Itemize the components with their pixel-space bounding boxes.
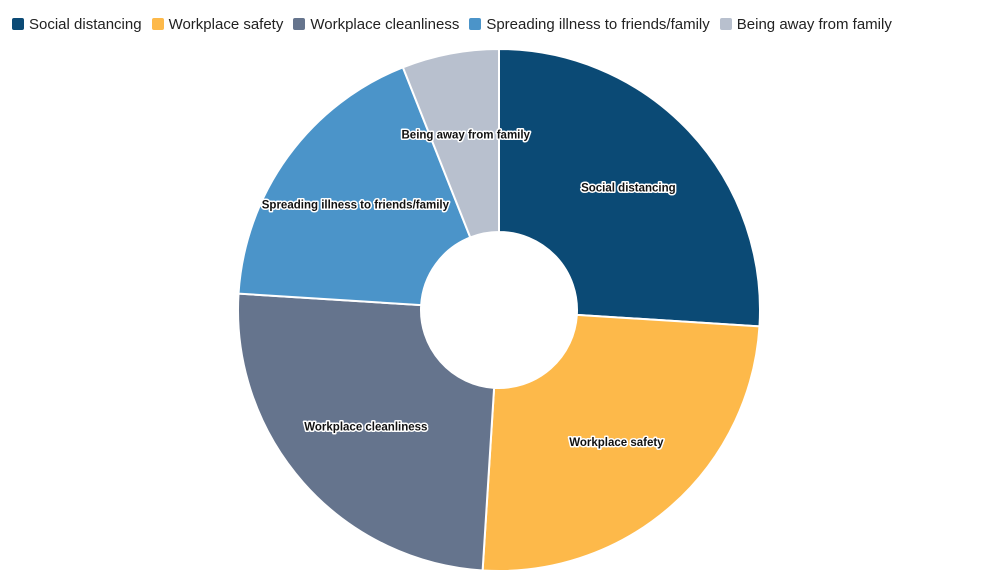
legend-item-being-away-from-family[interactable]: Being away from family [719, 15, 892, 33]
legend-swatch [151, 18, 164, 30]
slice-being-away-from-family[interactable] [401, 47, 500, 239]
legend-swatch [719, 18, 732, 30]
legend-label: Being away from family [736, 15, 892, 33]
slice-label-workplace-cleanliness: Workplace cleanliness [304, 421, 427, 433]
slice-labels: Social distancing Workplace safety Workpla… [260, 128, 677, 451]
legend-item-spreading-illness-to-friends-family[interactable]: Spreading illness to friends/family [469, 15, 710, 33]
legend-swatch [12, 18, 24, 30]
slice-social-distancing[interactable] [498, 47, 761, 328]
donut-slices [237, 47, 761, 572]
slice-workplace-safety[interactable] [481, 313, 761, 572]
slice-label-workplace-safety: Workplace safety [569, 437, 664, 449]
legend-label: Spreading illness to friends/family [486, 15, 710, 33]
legend-label: Workplace safety [168, 15, 284, 33]
legend-label: Workplace cleanliness [310, 15, 460, 33]
slice-label-spreading-illness-to-friends-family: Spreading illness to friends/family [262, 200, 450, 212]
legend-item-workplace-cleanliness[interactable]: Workplace cleanliness [293, 16, 459, 33]
slice-spreading-illness-to-friends-family[interactable] [237, 66, 472, 307]
legend-swatch [293, 18, 306, 30]
slice-workplace-cleanliness[interactable] [237, 292, 496, 572]
slice-label-being-away-from-family: Being away from family [402, 130, 531, 142]
chart-legend: Social distancing Workplace safety Workpla… [12, 14, 902, 34]
legend-label: Social distancing [29, 15, 142, 33]
legend-item-workplace-safety[interactable]: Workplace safety [151, 15, 284, 33]
legend-swatch [469, 18, 482, 30]
legend-item-social-distancing[interactable]: Social distancing [12, 16, 142, 33]
slice-label-social-distancing: Social distancing [581, 183, 676, 195]
